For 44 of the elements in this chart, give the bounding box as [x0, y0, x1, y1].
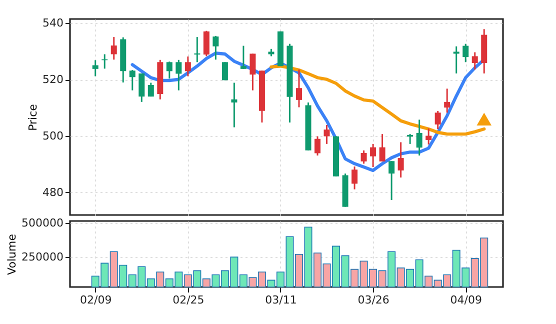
candlestick: [398, 141, 404, 178]
candlestick: [138, 72, 145, 103]
candlestick: [222, 61, 228, 81]
y-tick-label: 540: [42, 16, 64, 30]
y-tick-label: 500: [42, 130, 64, 143]
x-tick-label: 02/09: [80, 294, 112, 306]
candlestick: [453, 46, 460, 74]
y-tick-label: 250000: [22, 250, 64, 264]
candlestick: [379, 133, 386, 162]
y-tick-label: 520: [42, 73, 64, 86]
candlestick: [370, 143, 376, 168]
x-tick-label: 02/25: [172, 294, 204, 306]
candlestick: [314, 136, 321, 156]
candlestick: [166, 60, 172, 80]
x-tick-label: 03/26: [358, 294, 390, 306]
candlestick: [176, 59, 182, 92]
candlestick: [416, 118, 422, 156]
candlestick: [324, 124, 330, 145]
candlestick: [240, 45, 246, 70]
candlestick: [212, 35, 219, 60]
candlestick: [203, 30, 210, 57]
candlestick: [462, 43, 469, 63]
candlestick: [250, 52, 256, 92]
candlestick: [129, 69, 136, 92]
x-tick-label: 03/11: [265, 294, 297, 306]
candlestick: [360, 150, 367, 164]
candlestick: [426, 128, 432, 146]
candlestick: [296, 68, 302, 108]
y-tick-label: 500000: [22, 216, 64, 230]
line-series: [270, 64, 486, 136]
candlestick: [444, 88, 450, 114]
candlestick: [472, 52, 478, 70]
candlestick: [110, 36, 117, 60]
y-axis-title: Volume: [6, 234, 19, 275]
y-tick-label: 480: [42, 186, 64, 199]
candlestick: [352, 166, 358, 190]
x-tick-label: 04/09: [450, 294, 482, 306]
y-axis-title: Price: [26, 104, 40, 131]
candlestick: [92, 59, 98, 77]
candlestick: [184, 56, 191, 77]
candlestick: [388, 160, 395, 201]
candlestick: [231, 82, 238, 128]
candlestick: [148, 82, 154, 98]
candlestick: [434, 110, 441, 130]
